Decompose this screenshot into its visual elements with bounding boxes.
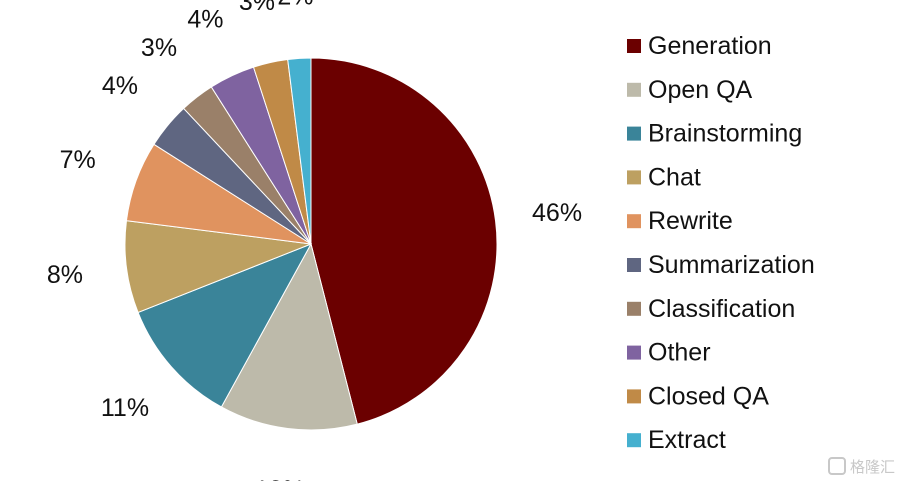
slice-label-other: 4% <box>187 6 223 34</box>
watermark-logo-icon <box>827 457 846 475</box>
legend-item-rewrite: Rewrite <box>627 207 733 235</box>
legend-swatch-brainstorming <box>627 126 641 141</box>
slice-label-chat: 8% <box>47 261 83 289</box>
legend-swatch-other <box>627 345 641 360</box>
legend-swatch-chat <box>627 170 641 185</box>
slice-label-open-qa: 12% <box>255 476 305 481</box>
legend-item-other: Other <box>627 339 711 367</box>
legend-label-summarization: Summarization <box>648 251 815 279</box>
pie-slices <box>124 57 498 431</box>
legend-label-open-qa: Open QA <box>648 76 753 104</box>
legend-label-classification: Classification <box>648 295 795 323</box>
slice-label-classification: 3% <box>141 34 177 62</box>
legend-item-summarization: Summarization <box>627 251 815 279</box>
legend-item-generation: Generation <box>627 32 772 60</box>
legend-item-open-qa: Open QA <box>627 76 753 104</box>
legend-swatch-summarization <box>627 258 641 272</box>
pie-slice-open-qa <box>220 242 358 431</box>
legend-swatch-extract <box>627 433 641 448</box>
slice-label-extract: 2% <box>277 0 313 10</box>
legend-label-other: Other <box>648 339 711 367</box>
legend-swatch-closed-qa <box>627 389 641 404</box>
pie-slice-chat <box>124 220 312 314</box>
pie-slice-brainstorming <box>137 243 313 408</box>
slice-label-generation: 46% <box>532 199 582 227</box>
legend-label-brainstorming: Brainstorming <box>648 120 802 148</box>
slice-label-brainstorming: 11% <box>101 394 149 422</box>
legend-label-rewrite: Rewrite <box>648 207 733 235</box>
watermark: 格隆汇 <box>815 455 895 477</box>
legend-label-closed-qa: Closed QA <box>648 382 769 410</box>
pie-slice-labels: 46%12%11%8%7%4%3%4%3%2% <box>47 0 582 481</box>
legend-label-chat: Chat <box>648 163 701 191</box>
legend-swatch-generation <box>627 39 641 53</box>
legend-label-extract: Extract <box>648 426 726 454</box>
slice-label-closed-qa: 3% <box>239 0 275 16</box>
legend-item-closed-qa: Closed QA <box>627 382 769 410</box>
legend-item-brainstorming: Brainstorming <box>627 120 802 148</box>
slice-label-summarization: 4% <box>102 72 138 100</box>
watermark-text: 格隆汇 <box>849 457 895 476</box>
pie-slice-generation <box>310 57 498 425</box>
legend-swatch-open-qa <box>627 82 641 97</box>
legend-item-extract: Extract <box>627 426 726 454</box>
legend-item-classification: Classification <box>627 295 795 323</box>
slice-label-rewrite: 7% <box>60 146 96 174</box>
legend-item-chat: Chat <box>627 163 701 191</box>
legend-swatch-classification <box>627 301 641 316</box>
legend-swatch-rewrite <box>627 214 641 229</box>
legend-label-generation: Generation <box>648 32 772 60</box>
legend: Generation Open QA Brainstorming Chat Rewrit… <box>627 32 815 454</box>
pie-slice-extract <box>287 57 312 245</box>
